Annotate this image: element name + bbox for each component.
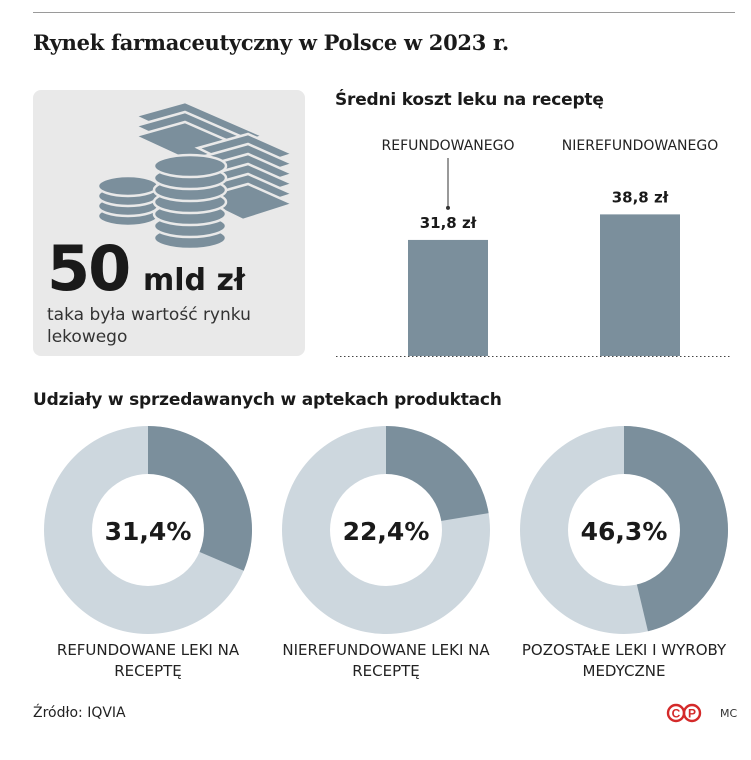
bar-value-label-1: 31,8 zł <box>420 214 477 232</box>
category-leader-dot <box>446 205 450 210</box>
avg-cost-bar-chart: 31,8 zł REFUNDOWANEGO 38,8 zł NIEREFUNDOWAN… <box>336 138 730 357</box>
donut-value-label: 46,3% <box>581 517 668 546</box>
donut-hole <box>330 474 442 586</box>
donut-value-label: 31,4% <box>105 517 192 546</box>
donut-caption-other: POZOSTAŁE LEKI I WYROBY MEDYCZNE <box>521 641 727 680</box>
donut-hole <box>92 474 204 586</box>
money-stack-icon <box>96 100 293 248</box>
market-value-description: taka była wartość rynku lekowego <box>47 305 251 347</box>
bar-1 <box>408 239 488 356</box>
market-value-number: 50 <box>47 232 131 305</box>
donut-value-label: 22,4% <box>343 517 430 546</box>
svg-text:P: P <box>688 707 696 721</box>
svg-text:C: C <box>672 707 681 721</box>
bar-category-label-2: NIEREFUNDOWANEGO <box>562 138 718 154</box>
bar-value-label-2: 38,8 zł <box>612 188 669 206</box>
market-value-unit: mld zł <box>143 263 246 298</box>
donut-2: 22,4% <box>282 426 490 634</box>
bar-2 <box>600 214 680 356</box>
donut-section-title: Udziały w sprzedawanych w aptekach produ… <box>33 390 502 410</box>
share-donut-charts: 31,4% 22,4% 46,3% <box>44 426 728 634</box>
top-rule <box>33 12 735 13</box>
page-title: Rynek farmaceutyczny w Polsce w 2023 r. <box>33 30 509 55</box>
market-value-box: 50 mld zł taka była wartość rynku lekowe… <box>33 90 305 356</box>
donut-caption-nonrefunded: NIEREFUNDOWANE LEKI NA RECEPTĘ <box>282 641 490 680</box>
source-note: Źródło: IQVIA <box>33 705 126 721</box>
donut-1: 31,4% <box>44 426 252 634</box>
donut-3: 46,3% <box>520 426 728 634</box>
donut-hole <box>568 474 680 586</box>
bar-chart-title: Średni koszt leku na receptę <box>335 90 604 110</box>
donut-caption-refunded: REFUNDOWANE LEKI NA RECEPTĘ <box>56 641 240 680</box>
agency-logo: C P <box>666 703 702 723</box>
author-initials: MC <box>720 707 738 720</box>
bar-category-label-1: REFUNDOWANEGO <box>382 138 515 154</box>
